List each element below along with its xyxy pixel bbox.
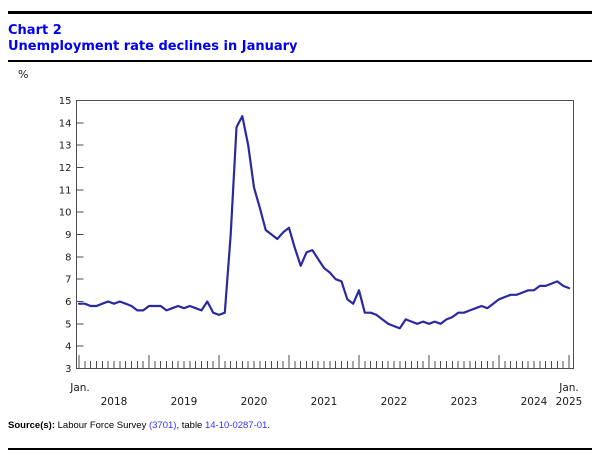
chart-number: Chart 2 bbox=[8, 23, 62, 38]
x-axis-jan-label-right: Jan. bbox=[558, 382, 579, 394]
title-rule bbox=[8, 60, 592, 62]
y-tick-label: 7 bbox=[65, 275, 71, 286]
survey-number-link[interactable]: (3701) bbox=[148, 420, 177, 431]
x-axis-year-label: 2022 bbox=[381, 396, 408, 408]
bottom-rule bbox=[8, 448, 592, 450]
source-text-3: . bbox=[267, 420, 270, 431]
y-tick-label: 3 bbox=[65, 364, 71, 375]
x-axis-year-label: 2018 bbox=[101, 396, 128, 408]
table-number-link[interactable]: 14-10-0287-01 bbox=[204, 420, 268, 431]
y-tick-label: 13 bbox=[59, 141, 72, 152]
x-axis-year-label: 2025 bbox=[556, 396, 583, 408]
x-axis-year-label: 2023 bbox=[451, 396, 478, 408]
x-axis-ticks bbox=[78, 355, 570, 368]
y-tick-label: 6 bbox=[65, 297, 71, 308]
y-tick-label: 10 bbox=[59, 208, 72, 219]
x-axis-year-label: 2020 bbox=[241, 396, 268, 408]
plot-frame bbox=[75, 99, 575, 370]
unemployment-rate-line bbox=[77, 114, 571, 330]
y-tick-label: 12 bbox=[59, 163, 72, 174]
x-axis-year-label: 2024 bbox=[521, 396, 548, 408]
y-tick-label: 9 bbox=[65, 230, 71, 241]
y-tick-label: 11 bbox=[59, 185, 72, 196]
y-axis-unit-label: % bbox=[18, 68, 29, 81]
y-axis-ticks bbox=[77, 100, 84, 369]
x-axis-year-label: 2019 bbox=[171, 396, 198, 408]
y-tick-label: 8 bbox=[65, 252, 71, 263]
chart-title: Unemployment rate declines in January bbox=[8, 39, 298, 54]
y-tick-label: 5 bbox=[65, 319, 71, 330]
source-text-1: Labour Force Survey bbox=[54, 420, 149, 431]
x-axis-jan-label-left: Jan. bbox=[69, 382, 90, 394]
y-tick-label: 4 bbox=[65, 342, 71, 353]
top-rule bbox=[8, 11, 592, 14]
x-axis-year-label: 2021 bbox=[311, 396, 338, 408]
source-note: Source(s): Labour Force Survey (3701), t… bbox=[8, 420, 270, 431]
source-text-2: , table bbox=[176, 420, 205, 431]
source-label: Source(s): bbox=[8, 420, 55, 431]
y-tick-label: 15 bbox=[59, 96, 72, 107]
y-tick-label: 14 bbox=[59, 118, 72, 129]
